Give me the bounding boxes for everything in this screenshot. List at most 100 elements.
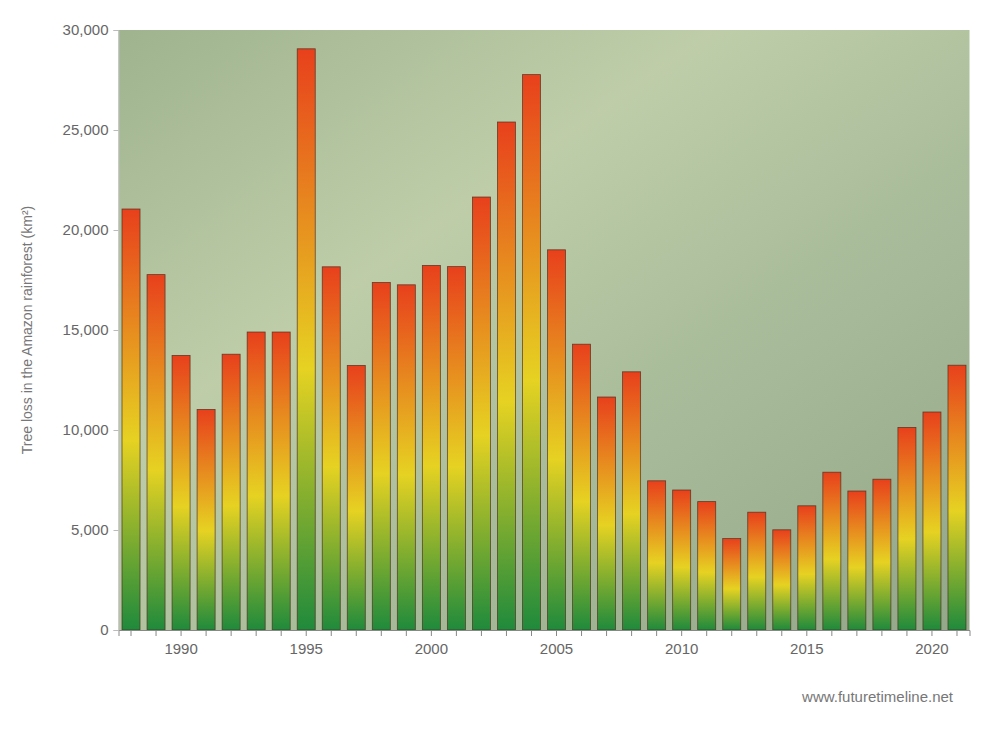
x-tick-mark (156, 630, 157, 636)
bar (823, 472, 841, 630)
y-tick: 10,000 (63, 421, 119, 438)
x-tick (481, 630, 482, 636)
bar (773, 530, 791, 630)
x-tick-mark (731, 630, 732, 636)
x-tick: 2020 (915, 630, 948, 657)
bar (397, 285, 415, 630)
y-tick-mark (114, 30, 119, 31)
x-tick (656, 630, 657, 636)
x-tick (756, 630, 757, 636)
bar (222, 354, 240, 630)
x-tick-mark (556, 630, 557, 636)
x-tick-mark (481, 630, 482, 636)
y-axis-line (114, 31, 120, 631)
x-tick-label: 1995 (290, 640, 323, 657)
x-axis: 1990 1995 2000 2005 2010 2015 2020 (119, 630, 970, 657)
bar (573, 344, 591, 630)
x-tick-mark (331, 630, 332, 636)
x-tick-mark (881, 630, 882, 636)
bar (648, 481, 666, 630)
x-tick-mark (606, 630, 607, 636)
bar (848, 491, 866, 630)
source: www.futuretimeline.net (801, 688, 954, 705)
x-tick: 2010 (665, 630, 698, 657)
x-tick-mark (406, 630, 407, 636)
bar (798, 506, 816, 630)
bar (873, 479, 891, 630)
y-tick-mark (114, 230, 119, 231)
bar (347, 365, 365, 630)
x-tick-mark (706, 630, 707, 636)
chart: 1990 1995 2000 2005 2010 2015 2020 0 5,000 10,000… (0, 0, 986, 730)
y-axis: 05,00010,00015,00020,00025,00030,000 (63, 21, 119, 638)
x-tick-mark (856, 630, 857, 636)
bar (522, 75, 540, 630)
y-tick-mark (114, 530, 119, 531)
x-tick (606, 630, 607, 636)
x-tick-mark (231, 630, 232, 636)
x-tick-label: 2020 (915, 640, 948, 657)
bar (748, 512, 766, 630)
x-tick-mark (656, 630, 657, 636)
bar (122, 209, 140, 630)
x-tick (856, 630, 857, 636)
y-tick: 5,000 (71, 521, 119, 538)
x-tick-label: 2000 (415, 640, 448, 657)
bar (623, 372, 641, 630)
x-tick (206, 630, 207, 636)
bar (723, 539, 741, 630)
y-tick: 0 (100, 621, 118, 638)
y-tick: 20,000 (63, 221, 119, 238)
bar (247, 332, 265, 630)
y-tick-mark (114, 430, 119, 431)
x-tick-mark (256, 630, 257, 636)
x-tick-mark (806, 630, 807, 636)
x-axis-line (119, 631, 970, 637)
x-tick-mark (531, 630, 532, 636)
y-tick-mark (114, 330, 119, 331)
x-tick: 2000 (415, 630, 448, 657)
x-tick-mark (431, 630, 432, 636)
x-tick (831, 630, 832, 636)
y-tick-mark (114, 130, 119, 131)
x-tick (731, 630, 732, 636)
y-tick-label: 10,000 (63, 421, 109, 438)
x-tick-mark (381, 630, 382, 636)
x-tick-mark (506, 630, 507, 636)
y-tick-label: 30,000 (63, 21, 109, 38)
x-tick (231, 630, 232, 636)
bar (698, 502, 716, 630)
x-tick (781, 630, 782, 636)
y-tick-label: 0 (100, 621, 108, 638)
bar (147, 275, 165, 630)
bar (197, 409, 215, 630)
x-tick-mark (306, 630, 307, 636)
y-tick-label: 15,000 (63, 321, 109, 338)
bars (122, 49, 966, 630)
y-tick-label: 5,000 (71, 521, 109, 538)
x-tick (131, 630, 132, 636)
x-tick-label: 2005 (540, 640, 573, 657)
x-tick: 2015 (790, 630, 823, 657)
x-tick-label: 2015 (790, 640, 823, 657)
bar (172, 355, 190, 630)
bar (497, 122, 515, 630)
x-tick (256, 630, 257, 636)
bar (447, 267, 465, 630)
x-tick-label: 1990 (164, 640, 197, 657)
y-axis-title: Tree loss in the Amazon rainforest (km²) (19, 206, 35, 454)
bar (948, 365, 966, 630)
x-tick-mark (831, 630, 832, 636)
x-tick-mark (906, 630, 907, 636)
background (119, 30, 970, 630)
x-tick (581, 630, 582, 636)
x-tick-mark (206, 630, 207, 636)
y-tick-label: 20,000 (63, 221, 109, 238)
x-tick: 1990 (164, 630, 197, 657)
x-tick-mark (456, 630, 457, 636)
x-tick-mark (631, 630, 632, 636)
bar (923, 412, 941, 630)
x-tick-mark (756, 630, 757, 636)
bar (598, 397, 616, 630)
x-tick-mark (956, 630, 957, 636)
